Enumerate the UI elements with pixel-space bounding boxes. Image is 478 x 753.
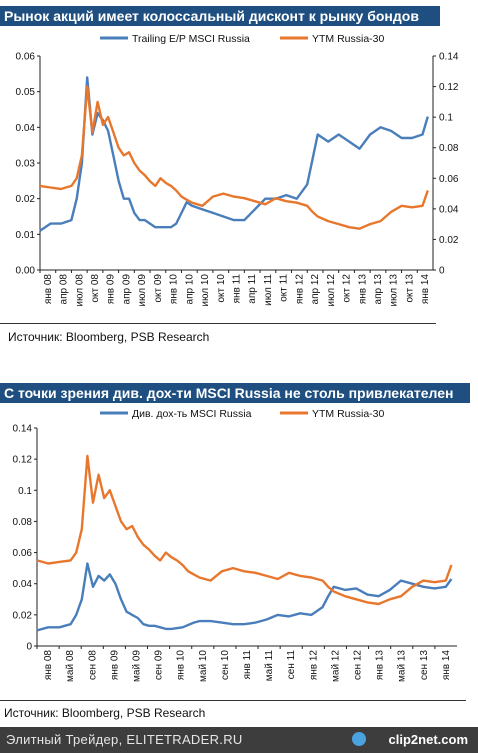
chart-2-plot: 0 0.02 0.04 0.06 0.08 0.1 0.12 0.14 янв 08 май 08… (13, 408, 457, 682)
x-tick-label: сен 09 (154, 650, 165, 680)
x-tick-label: июл 10 (200, 274, 211, 307)
x-tick-label: апр 08 (59, 274, 70, 305)
legend-label: Trailing E/P MSCI Russia (132, 33, 250, 45)
y-left-tick-label: 0.06 (13, 548, 33, 559)
x-tick-label: апр 10 (184, 274, 195, 305)
legend-label: YTM Russia-30 (312, 33, 385, 45)
x-tick-label: янв 08 (43, 274, 54, 305)
x-tick-label: янв 11 (242, 650, 253, 680)
x-tick-label: май 08 (65, 650, 76, 682)
y-left-tick-label: 0.01 (16, 230, 36, 241)
x-tick-label: сен 12 (353, 650, 364, 680)
x-tick-label: май 13 (397, 650, 408, 682)
chart-1-line-series-1 (39, 85, 429, 230)
x-tick-label: окт 11 (279, 274, 290, 302)
x-tick-label: окт 12 (342, 274, 353, 303)
x-tick-label: янв 09 (106, 274, 117, 305)
chart-2-source: Источник: Bloomberg, PSB Research (4, 706, 206, 720)
y-left-tick-label: 0.04 (16, 123, 36, 134)
y-left-tick-label: 0.08 (13, 517, 33, 528)
x-tick-label: сен 13 (419, 650, 430, 680)
legend-label: YTM Russia-30 (312, 408, 385, 420)
x-tick-label: июл 13 (389, 274, 400, 307)
x-tick-label: окт 10 (216, 274, 227, 303)
x-tick-label: май 11 (264, 650, 275, 682)
y-left-tick-label: 0.04 (13, 579, 33, 590)
y-right-tick-label: 0.02 (439, 235, 459, 246)
y-right-tick-label: 0.06 (439, 174, 459, 185)
chart-1-divider (0, 323, 436, 324)
y-left-tick-label: 0.1 (18, 486, 32, 497)
chart-2-title: С точки зрения див. дох-ти MSCI Russia н… (0, 383, 470, 403)
x-tick-label: янв 09 (109, 650, 120, 681)
x-tick-label: окт 09 (153, 274, 164, 303)
chart-1-source: Источник: Bloomberg, PSB Research (8, 330, 210, 344)
x-tick-label: апр 09 (121, 274, 132, 305)
y-left-tick-label: 0.02 (13, 610, 33, 621)
y-right-tick-label: 0.14 (439, 52, 459, 63)
x-tick-label: июл 08 (74, 274, 85, 307)
x-tick-label: янв 13 (375, 650, 386, 681)
y-left-tick-label: 0.06 (16, 52, 36, 63)
x-tick-label: апр 11 (247, 274, 258, 304)
x-tick-label: янв 14 (441, 650, 452, 681)
x-tick-label: июл 12 (326, 274, 337, 307)
x-tick-label: янв 10 (169, 274, 180, 305)
x-tick-label: янв 14 (420, 274, 431, 305)
x-tick-label: сен 08 (87, 650, 98, 680)
x-tick-label: апр 12 (310, 274, 321, 305)
x-tick-label: янв 10 (176, 650, 187, 681)
x-tick-label: май 09 (131, 650, 142, 682)
x-tick-label: июл 09 (137, 274, 148, 307)
y-left-tick-label: 0.00 (16, 266, 36, 277)
chart-1-title: Рынок акций имеет колоссальный дисконт к… (0, 6, 440, 26)
x-tick-label: янв 12 (294, 274, 305, 305)
x-tick-label: июл 11 (263, 274, 274, 306)
x-tick-label: янв 11 (232, 274, 243, 304)
y-right-tick-label: 0 (439, 266, 445, 277)
x-tick-label: сен 10 (220, 650, 231, 680)
y-left-tick-label: 0.05 (16, 87, 36, 98)
y-right-tick-label: 0.1 (439, 113, 453, 124)
legend-label: Див. дох-ть MSCI Russia (132, 408, 252, 420)
x-tick-label: янв 13 (357, 274, 368, 305)
x-tick-label: окт 13 (404, 274, 415, 303)
footer-site-text: Элитный Трейдер, ELITETRADER.RU (6, 732, 243, 747)
y-left-tick-label: 0.03 (16, 159, 36, 170)
chart-1-line-series-0 (39, 76, 429, 232)
y-right-tick-label: 0.04 (439, 204, 459, 215)
y-left-tick-label: 0.12 (13, 455, 33, 466)
y-right-tick-label: 0.08 (439, 143, 459, 154)
y-left-tick-label: 0.14 (13, 424, 33, 435)
chart-2-line-series-0 (36, 562, 453, 632)
footer-bar: Элитный Трейдер, ELITETRADER.RU clip2net… (0, 727, 478, 753)
y-left-tick-label: 0.02 (16, 194, 36, 205)
x-tick-label: янв 12 (308, 650, 319, 681)
chart-1-plot: 0.00 0.01 0.02 0.03 0.04 0.05 0.06 0 0.02 0.04 0.0… (16, 33, 459, 307)
clip2net-logo-icon (352, 732, 366, 746)
x-tick-label: май 10 (198, 650, 209, 682)
x-tick-label: янв 08 (43, 650, 54, 681)
y-left-tick-label: 0 (26, 642, 32, 653)
x-tick-label: май 12 (330, 650, 341, 682)
footer-brand[interactable]: clip2net.com (388, 732, 468, 747)
x-tick-label: апр 13 (373, 274, 384, 305)
chart-2-line-series-1 (36, 454, 453, 606)
y-right-tick-label: 0.12 (439, 82, 459, 93)
x-tick-label: сен 11 (286, 650, 297, 680)
x-tick-label: окт 08 (90, 274, 101, 303)
chart-2-divider (0, 700, 466, 701)
